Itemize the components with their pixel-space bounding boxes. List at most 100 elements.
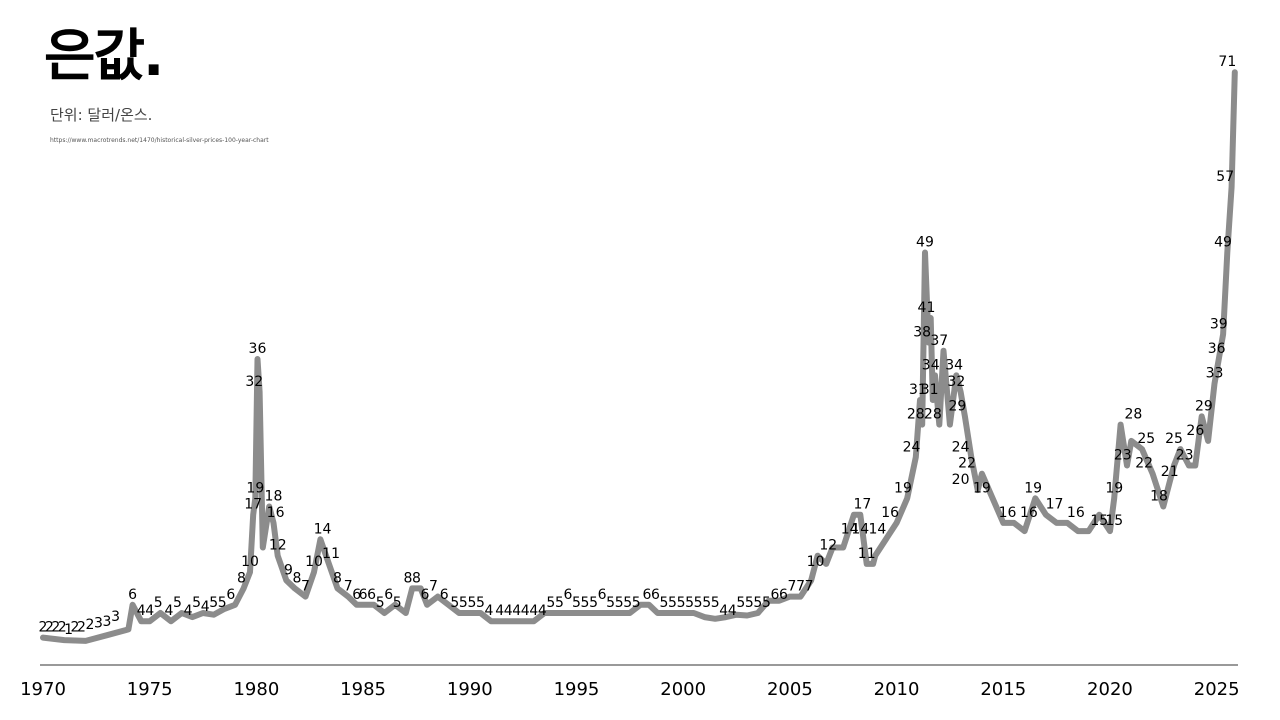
data-label: 5 <box>753 595 762 611</box>
plot-area <box>40 69 1238 644</box>
series-line-0 <box>40 69 1238 644</box>
data-label: 5 <box>173 595 182 611</box>
data-label: 3 <box>103 614 112 630</box>
data-label: 26 <box>1186 423 1204 439</box>
data-label: 8 <box>333 570 342 586</box>
data-label: 3 <box>111 609 120 625</box>
data-label: 2 <box>85 617 94 633</box>
page-title: 은값. <box>44 24 164 89</box>
data-label: 9 <box>284 562 293 578</box>
data-label: 16 <box>267 505 285 521</box>
x-tick-label: 1990 <box>447 679 493 700</box>
data-label: 19 <box>246 480 264 496</box>
data-label: 5 <box>459 595 468 611</box>
data-label: 5 <box>736 595 745 611</box>
data-label: 37 <box>930 333 948 349</box>
data-label: 7 <box>344 579 353 595</box>
data-label: 5 <box>606 595 615 611</box>
data-label: 6 <box>651 587 660 603</box>
data-label: 4 <box>512 603 521 619</box>
x-tick-label: 2025 <box>1194 679 1240 700</box>
data-label: 5 <box>762 595 771 611</box>
data-label: 6 <box>563 587 572 603</box>
data-label: 14 <box>851 521 869 537</box>
data-label: 2 <box>58 620 67 636</box>
x-tick-label: 2010 <box>874 679 920 700</box>
x-tick-label: 2005 <box>767 679 813 700</box>
data-label: 11 <box>858 546 876 562</box>
data-label: 16 <box>1020 505 1038 521</box>
data-label: 5 <box>450 595 459 611</box>
data-label: 22 <box>1135 456 1153 472</box>
data-label: 29 <box>948 398 966 414</box>
data-label: 5 <box>615 595 624 611</box>
data-label: 6 <box>226 587 235 603</box>
data-label: 5 <box>589 595 598 611</box>
data-label: 1 <box>64 622 73 638</box>
data-label: 5 <box>154 595 163 611</box>
data-label: 8 <box>237 570 246 586</box>
data-label: 31 <box>909 382 927 398</box>
data-label: 7 <box>429 579 438 595</box>
data-label: 33 <box>1206 366 1224 382</box>
data-label: 8 <box>403 570 412 586</box>
data-label: 24 <box>952 439 970 455</box>
data-label: 16 <box>1067 505 1085 521</box>
data-label: 5 <box>581 595 590 611</box>
data-label: 2 <box>71 620 80 636</box>
data-label: 25 <box>1137 431 1155 447</box>
data-label: 15 <box>1090 513 1108 529</box>
data-label: 36 <box>249 341 267 357</box>
data-label: 6 <box>128 587 137 603</box>
data-label: 19 <box>1024 480 1042 496</box>
data-label: 5 <box>660 595 669 611</box>
data-label: 4 <box>728 603 737 619</box>
x-axis-ticks: 1970 1975 1980 1985 1990 1995 2000 2005 2010 2015… <box>20 679 1239 700</box>
data-label: 14 <box>868 521 886 537</box>
x-tick-label: 2015 <box>980 679 1026 700</box>
data-label: 31 <box>921 382 939 398</box>
data-label: 6 <box>440 587 449 603</box>
data-label: 5 <box>467 595 476 611</box>
data-label: 12 <box>269 538 287 554</box>
data-label: 71 <box>1218 54 1236 70</box>
data-label: 7 <box>301 579 310 595</box>
data-label: 7 <box>788 579 797 595</box>
data-label: 2 <box>45 620 54 636</box>
data-label: 18 <box>265 489 283 505</box>
x-tick-label: 1980 <box>233 679 279 700</box>
data-label: 6 <box>367 587 376 603</box>
data-label: 4 <box>184 603 193 619</box>
data-label: 4 <box>504 603 513 619</box>
x-tick-label: 2000 <box>660 679 706 700</box>
data-label: 6 <box>384 587 393 603</box>
data-label: 5 <box>546 595 555 611</box>
data-label: 4 <box>137 603 146 619</box>
data-label: 4 <box>485 603 494 619</box>
data-label: 29 <box>1195 398 1213 414</box>
data-label: 19 <box>973 480 991 496</box>
data-label: 22 <box>958 456 976 472</box>
data-label: 5 <box>476 595 485 611</box>
data-label: 5 <box>632 595 641 611</box>
data-label: 32 <box>245 374 263 390</box>
chart-subtitle: 단위: 달러/온스. <box>50 106 153 124</box>
data-label: 49 <box>1214 234 1232 250</box>
data-label: 17 <box>1046 497 1064 513</box>
data-label: 38 <box>913 325 931 341</box>
data-label: 21 <box>1161 464 1179 480</box>
data-label: 5 <box>711 595 720 611</box>
data-label: 2 <box>39 620 48 636</box>
data-label: 6 <box>598 587 607 603</box>
data-label: 11 <box>322 546 340 562</box>
data-label: 16 <box>999 505 1017 521</box>
data-label: 4 <box>164 603 173 619</box>
data-label: 5 <box>376 595 385 611</box>
data-label: 23 <box>1176 448 1194 464</box>
data-label: 4 <box>201 599 210 615</box>
data-label: 39 <box>1210 316 1228 332</box>
data-label: 15 <box>1105 513 1123 529</box>
data-label: 5 <box>745 595 754 611</box>
data-label: 5 <box>393 595 402 611</box>
data-label: 5 <box>702 595 711 611</box>
